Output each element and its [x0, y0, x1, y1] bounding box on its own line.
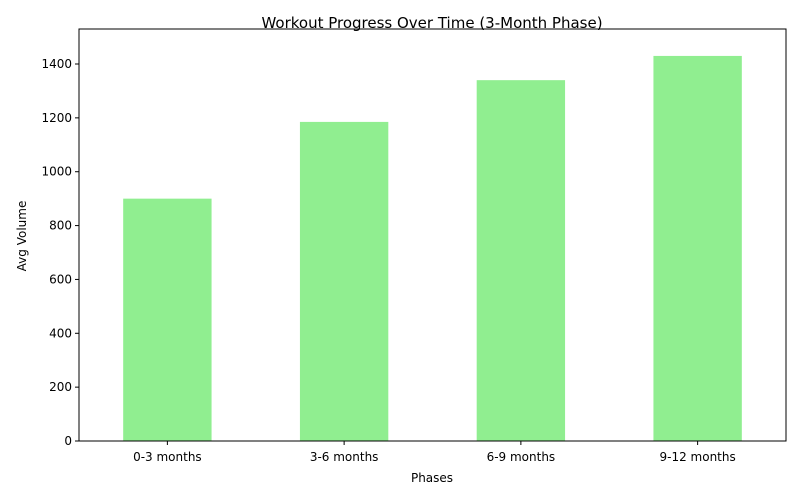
bar-0-3-months	[123, 198, 212, 441]
bars-group	[123, 55, 742, 442]
x-tick-label: 0-3 months	[133, 450, 202, 464]
plot-frame	[78, 28, 787, 442]
x-axis: 0-3 months 3-6 months 6-9 months 9-12 month…	[133, 441, 736, 464]
x-tick-label: 9-12 months	[660, 450, 736, 464]
y-tick-label: 1400	[41, 57, 72, 71]
x-tick-label: 3-6 months	[310, 450, 379, 464]
y-tick-label: 0	[64, 434, 72, 448]
y-tick-label: 600	[49, 272, 72, 286]
y-tick-label: 1200	[41, 111, 72, 125]
bar-9-12-months	[653, 55, 742, 442]
x-axis-label: Phases	[411, 471, 453, 485]
y-tick-label: 200	[49, 380, 72, 394]
x-tick-label: 6-9 months	[487, 450, 556, 464]
y-tick-label: 800	[49, 219, 72, 233]
y-tick-label: 400	[49, 326, 72, 340]
y-axis-label: Avg Volume	[15, 201, 29, 272]
y-tick-label: 1000	[41, 165, 72, 179]
bar-3-6-months	[299, 121, 389, 441]
bar-6-9-months	[476, 80, 566, 442]
y-axis: 0 200 400 600 800 1000 1200 1400	[41, 57, 79, 448]
chart-title: Workout Progress Over Time (3-Month Phas…	[261, 14, 602, 32]
